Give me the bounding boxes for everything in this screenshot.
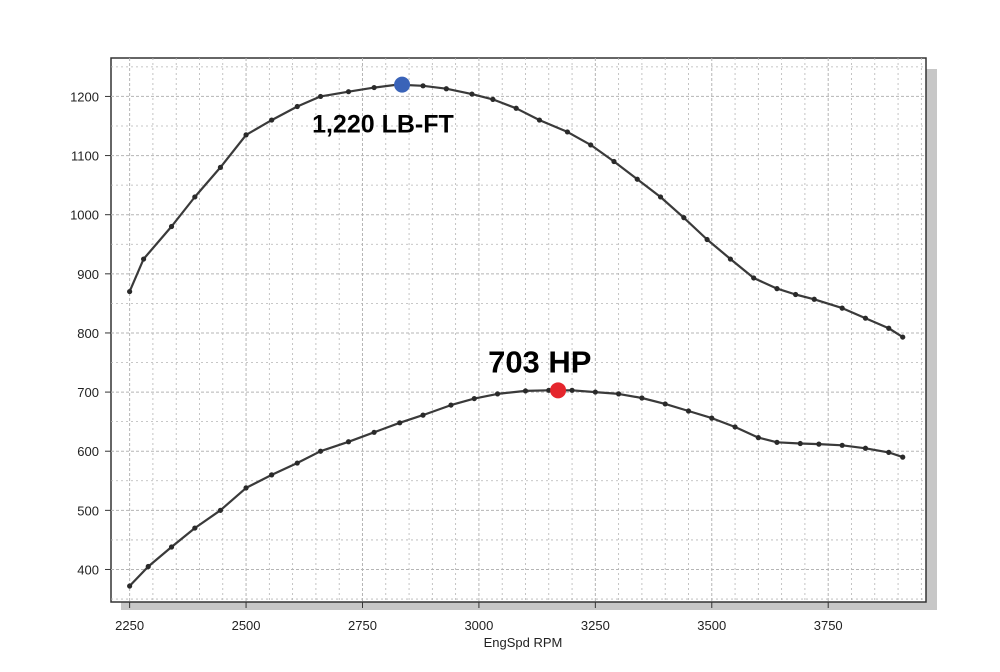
torque-point (141, 256, 147, 262)
hp-peak-label: 703 HP (488, 344, 591, 379)
plot-area (110, 57, 927, 603)
torque-point (243, 132, 249, 138)
torque-point (217, 164, 224, 170)
torque-point (168, 223, 175, 230)
hp-point (145, 563, 151, 570)
torque-line (128, 83, 904, 339)
x-tick-label: 3750 (814, 618, 843, 633)
hp-point (294, 460, 300, 466)
hp-point (569, 387, 575, 393)
grid-lines (111, 58, 926, 602)
torque-point (811, 296, 817, 302)
torque-peak-label: 1,220 LB-FT (312, 111, 454, 139)
x-tick-label: 2750 (348, 618, 377, 633)
hp-point (168, 544, 175, 550)
annotations: 1,220 LB-FT 703 HP (312, 111, 591, 380)
series-layer (127, 82, 906, 589)
torque-point (704, 236, 710, 243)
hp-point (662, 401, 668, 407)
x-axis-label: EngSpd RPM (484, 635, 563, 650)
y-tick-label: 900 (77, 267, 99, 282)
y-tick-label: 500 (77, 503, 99, 518)
hp-point (371, 429, 377, 435)
torque-point (611, 158, 617, 165)
hp-point (616, 391, 622, 397)
y-tick-label: 700 (77, 385, 99, 400)
hp-point (127, 583, 133, 589)
hp-point (755, 435, 761, 441)
torque-point (420, 83, 426, 89)
x-tick-label: 3500 (697, 618, 726, 633)
torque-point (269, 117, 275, 123)
x-tick-label: 2250 (115, 618, 144, 633)
torque-point (345, 89, 352, 95)
hp-point (900, 454, 906, 460)
torque-point (900, 334, 906, 340)
y-tick-label: 800 (77, 326, 99, 341)
peak-markers (394, 76, 567, 399)
x-tick-label: 3000 (464, 618, 493, 633)
torque-point (443, 86, 449, 92)
hp-point (269, 472, 275, 478)
torque-point (469, 91, 475, 97)
torque-point (657, 194, 664, 200)
hp-point (685, 408, 692, 414)
y-tick-label: 1100 (71, 149, 99, 164)
hp-point (839, 442, 845, 448)
hp-point (345, 439, 352, 445)
torque-point (681, 215, 687, 221)
torque-point (862, 315, 869, 321)
hp-point (546, 387, 552, 393)
torque-point (490, 96, 496, 102)
hp-point (816, 441, 822, 447)
torque-point (513, 105, 519, 111)
hp-peak-marker (550, 382, 567, 399)
torque-point (371, 84, 377, 91)
torque-point (192, 194, 198, 200)
torque-peak-marker (394, 76, 411, 93)
torque-point (774, 286, 780, 292)
hp-point (448, 402, 454, 408)
y-tick-label: 1200 (70, 89, 99, 104)
tick-labels: 400 500 600 700 800 900 1000 1100 1200 2250 2500 27… (70, 89, 843, 633)
hp-point (192, 525, 198, 531)
torque-point (751, 275, 757, 281)
y-tick-label: 400 (77, 562, 99, 577)
hp-point (243, 485, 249, 491)
torque-point (886, 325, 892, 331)
torque-point (294, 103, 300, 110)
hp-point (709, 415, 715, 421)
hp-point (471, 395, 477, 402)
hp-point (797, 440, 803, 447)
hp-point (217, 507, 224, 513)
x-tick-label: 3250 (581, 618, 610, 633)
hp-point (420, 412, 426, 418)
hp-point (774, 439, 780, 445)
hp-point (886, 449, 892, 455)
hp-point (639, 395, 645, 401)
hp-point (317, 448, 324, 454)
torque-point (317, 93, 324, 100)
hp-point (592, 389, 598, 395)
torque-point (839, 305, 845, 311)
y-tick-label: 1000 (70, 208, 99, 223)
hp-point (732, 424, 738, 430)
torque-point (634, 176, 640, 182)
torque-point (564, 129, 571, 135)
torque-point (727, 256, 734, 262)
x-tick-label: 2500 (232, 618, 261, 633)
torque-point (793, 291, 799, 298)
y-tick-label: 600 (77, 444, 99, 459)
hp-point (522, 388, 529, 394)
torque-point (536, 117, 543, 123)
torque-point (127, 288, 133, 295)
hp-point (494, 391, 501, 397)
hp-point (397, 420, 403, 426)
torque-point (588, 142, 594, 148)
hp-line (128, 389, 904, 587)
hp-point (862, 445, 869, 451)
